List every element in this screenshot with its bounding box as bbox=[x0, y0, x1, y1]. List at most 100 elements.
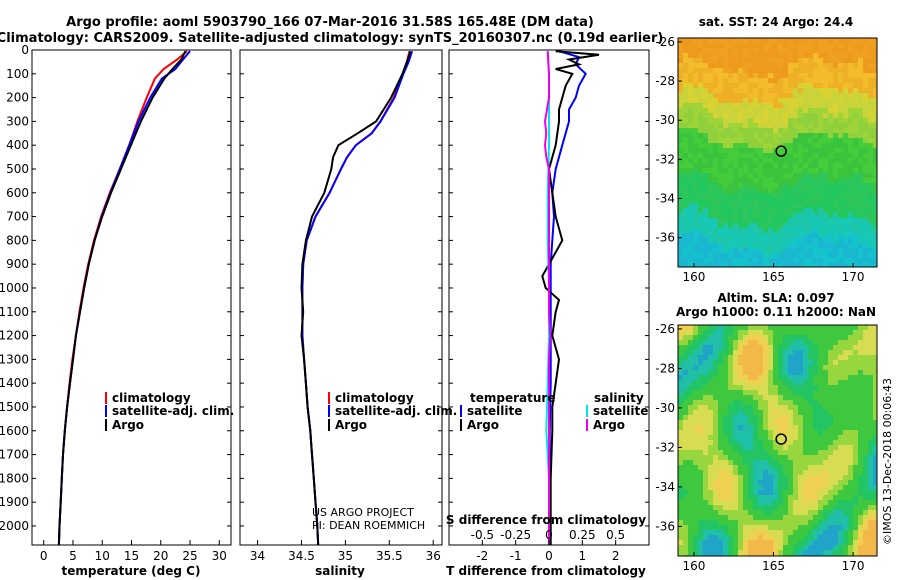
map-cell bbox=[788, 365, 794, 371]
map-cell bbox=[748, 113, 754, 119]
map-cell bbox=[723, 435, 729, 441]
map-cell bbox=[793, 430, 799, 436]
map-cell bbox=[748, 183, 754, 189]
map-cell bbox=[688, 173, 694, 179]
map-cell bbox=[713, 540, 719, 546]
map-cell bbox=[783, 63, 789, 69]
map-cell bbox=[718, 380, 724, 386]
map-cell bbox=[808, 490, 814, 496]
map-cell bbox=[808, 525, 814, 531]
map-cell bbox=[763, 88, 769, 94]
map-cell bbox=[833, 415, 839, 421]
map-cell bbox=[778, 490, 784, 496]
map-cell bbox=[713, 108, 719, 114]
map-cell bbox=[723, 390, 729, 396]
map-cell bbox=[713, 500, 719, 506]
map-cell bbox=[823, 415, 829, 421]
map-cell bbox=[768, 510, 774, 516]
map-cell bbox=[778, 263, 784, 267]
map-cell bbox=[873, 108, 877, 114]
map-cell bbox=[743, 400, 749, 406]
map-cell bbox=[748, 370, 754, 376]
map-cell bbox=[678, 395, 684, 401]
map-cell bbox=[683, 390, 689, 396]
map-cell bbox=[778, 213, 784, 219]
map-cell bbox=[753, 445, 759, 451]
map-cell bbox=[778, 198, 784, 204]
map-cell bbox=[758, 73, 764, 79]
map-cell bbox=[683, 223, 689, 229]
y-tick-label: -36 bbox=[655, 231, 675, 245]
map-cell bbox=[828, 118, 834, 124]
map-cell bbox=[728, 520, 734, 526]
map-cell bbox=[818, 530, 824, 536]
map-cell bbox=[753, 425, 759, 431]
map-cell bbox=[788, 188, 794, 194]
map-cell bbox=[808, 455, 814, 461]
map-cell bbox=[838, 78, 844, 84]
map-cell bbox=[693, 420, 699, 426]
map-cell bbox=[708, 325, 714, 331]
map-cell bbox=[733, 545, 739, 551]
map-cell bbox=[858, 475, 864, 481]
map-cell bbox=[858, 395, 864, 401]
map-cell bbox=[813, 48, 819, 54]
map-cell bbox=[698, 233, 704, 239]
map-cell bbox=[688, 148, 694, 154]
map-cell bbox=[823, 158, 829, 164]
map-cell bbox=[873, 198, 877, 204]
map-cell bbox=[743, 153, 749, 159]
map-cell bbox=[808, 138, 814, 144]
map-cell bbox=[723, 223, 729, 229]
map-cell bbox=[708, 238, 714, 244]
map-cell bbox=[698, 460, 704, 466]
map-cell bbox=[863, 485, 869, 491]
map-cell bbox=[873, 370, 877, 376]
map-cell bbox=[738, 420, 744, 426]
map-cell bbox=[778, 118, 784, 124]
map-cell bbox=[743, 178, 749, 184]
map-cell bbox=[838, 380, 844, 386]
map-cell bbox=[678, 545, 684, 551]
map-cell bbox=[753, 178, 759, 184]
map-cell bbox=[718, 258, 724, 264]
map-cell bbox=[683, 158, 689, 164]
map-cell bbox=[683, 83, 689, 89]
map-cell bbox=[698, 515, 704, 521]
map-cell bbox=[678, 263, 684, 267]
map-cell bbox=[713, 178, 719, 184]
map-cell bbox=[713, 525, 719, 531]
map-cell bbox=[803, 440, 809, 446]
map-cell bbox=[753, 460, 759, 466]
map-cell bbox=[753, 440, 759, 446]
map-cell bbox=[703, 238, 709, 244]
map-cell bbox=[788, 520, 794, 526]
map-cell bbox=[873, 355, 877, 361]
map-cell bbox=[758, 248, 764, 254]
map-cell bbox=[828, 520, 834, 526]
map-cell bbox=[683, 495, 689, 501]
map-cell bbox=[698, 370, 704, 376]
map-cell bbox=[748, 173, 754, 179]
map-cell bbox=[688, 495, 694, 501]
map-cell bbox=[818, 228, 824, 234]
map-cell bbox=[693, 258, 699, 264]
map-cell bbox=[783, 480, 789, 486]
map-cell bbox=[848, 350, 854, 356]
map-cell bbox=[678, 138, 684, 144]
map-cell bbox=[803, 525, 809, 531]
map-cell bbox=[753, 243, 759, 249]
map-cell bbox=[828, 500, 834, 506]
map-cell bbox=[778, 48, 784, 54]
map-cell bbox=[833, 143, 839, 149]
y-tick-label: -32 bbox=[655, 152, 675, 166]
map-cell bbox=[753, 365, 759, 371]
map-cell bbox=[863, 390, 869, 396]
map-cell bbox=[783, 233, 789, 239]
map-cell bbox=[863, 238, 869, 244]
map-cell bbox=[808, 485, 814, 491]
map-cell bbox=[733, 455, 739, 461]
map-cell bbox=[683, 108, 689, 114]
map-cell bbox=[688, 158, 694, 164]
map-cell bbox=[818, 370, 824, 376]
